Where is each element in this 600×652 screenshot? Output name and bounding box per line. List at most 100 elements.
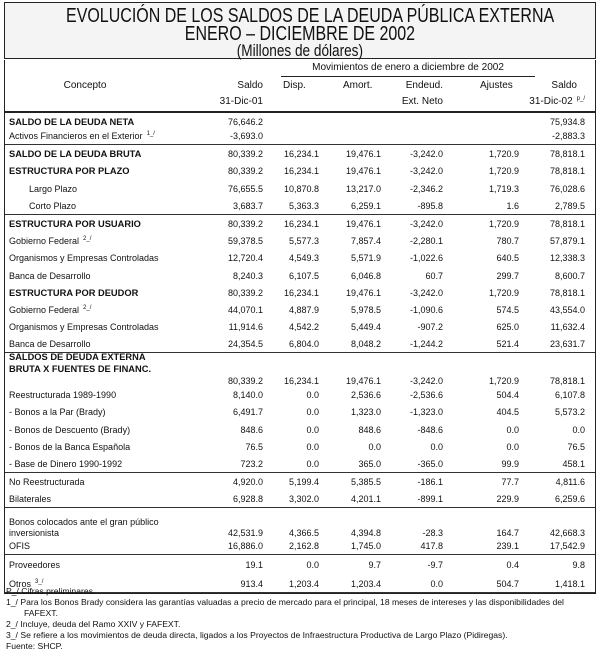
cell-value: -9.7 [427,559,443,570]
cell-value: 2,536.6 [350,390,381,401]
cell-value: 404.5 [496,407,519,418]
footnote-ref: 2_/ [83,304,92,311]
footnote-2: 2_/ Incluye, deuda del Ramo XXIV y FAFEX… [6,619,181,629]
table-row: Bonos colocados ante el gran público [5,508,595,530]
cell-value: 76,655.5 [227,183,263,194]
cell-value: 23,631.7 [549,339,585,350]
cell-value: 12,338.3 [549,253,585,264]
cell-value: 16,234.1 [283,218,319,229]
cell-value: -1,090.6 [409,304,443,315]
cell-value: 78,818.1 [549,376,585,387]
row-label-text: Banca de Desarrollo [9,270,91,281]
row-label: Corto Plazo [29,201,76,211]
cell-value: 417.8 [420,541,443,552]
table-body: SALDO DE LA DEUDA NETA 76,646.2 75,934.8 Ac… [5,113,595,593]
row-label: ESTRUCTURA POR DEUDOR [9,288,138,298]
cell-value: 7,857.4 [350,236,381,247]
cell-value: 504.4 [496,390,519,401]
table-row: Activos Financieros en el Exterior 1_/ -3,… [5,130,595,144]
cell-value: 2,162.8 [288,541,319,552]
cell-value: 6,804.0 [288,339,319,350]
row-label: SALDO DE LA DEUDA NETA [9,117,134,127]
row-label: Banca de Desarrollo [9,339,91,349]
cell-value: 76.5 [567,441,585,452]
row-label: - Bonos de Descuento (Brady) [9,425,130,435]
cell-value: 11,632.4 [550,322,585,333]
cell-value: -2,883.3 [551,131,585,141]
table-row: SALDO DE LA DEUDA BRUTA 80,339.2 16,234.1 1… [5,145,595,162]
row-label: Proveedores [9,560,60,570]
row-label-text: Bonos colocados ante el gran público [9,517,159,528]
row-label-text: Organismos y Empresas Controladas [9,253,159,264]
cell-value: 0.0 [306,559,319,570]
row-label: Bonos colocados ante el gran público [9,517,159,527]
table-row: Bilaterales 6,928.8 3,302.0 4,201.1 -899.1 22… [5,490,595,507]
footnote-ref: 1_/ [146,131,155,137]
cell-value: 0.0 [430,441,443,452]
cell-value: -365.0 [417,459,443,469]
cell-value: -2,280.1 [409,236,443,247]
row-label: OFIS [9,541,30,551]
cell-value: 521.4 [496,339,519,350]
cell-value: 0.0 [572,424,585,435]
cell-value: 4,366.5 [288,528,319,539]
row-label: Banca de Desarrollo [9,271,91,281]
cell-value: -3,693.0 [229,131,263,141]
cell-value: -907.2 [417,322,443,333]
cell-value: 4,201.1 [350,494,381,505]
row-label: - Bonos a la Par (Brady) [9,407,106,417]
row-label-text: Proveedores [9,559,61,570]
cell-value: 6,107.5 [288,270,319,281]
cell-value: 6,259.6 [554,494,585,505]
cell-value: 76,028.6 [549,183,585,194]
row-label-text: ESTRUCTURA POR PLAZO [9,166,130,177]
cell-value: 60.7 [425,270,443,281]
cell-value: 848.6 [358,424,381,435]
row-label: SALDOS DE DEUDA EXTERNA [9,352,146,362]
row-label-text: Activos Financieros en el Exterior [9,131,143,141]
header-saldo02: Saldo [551,80,577,91]
cell-value: 76.5 [245,441,263,452]
row-label: Activos Financieros en el Exterior 1_/ [9,131,155,141]
table-row: SALDOS DE DEUDA EXTERNA [5,352,595,365]
cell-value: -3,242.0 [409,149,443,160]
cell-value: -3,242.0 [409,376,443,387]
cell-value: 42,668.3 [549,528,585,539]
cell-value: 1,720.9 [488,149,519,160]
title-line-3: (Millones de dólares) [236,41,364,60]
cell-value: 1,745.0 [350,541,381,552]
cell-value: -848.6 [417,424,443,435]
cell-value: 6,259.1 [350,200,381,211]
cell-value: 6,046.8 [350,270,381,281]
row-label-text: SALDOS DE DEUDA EXTERNA [9,352,146,363]
row-group: SALDOS DE DEUDA EXTERNA BRUTA X FUENTES D… [5,352,595,473]
row-label-text: BRUTA X FUENTES DE FINANC. [9,364,152,375]
row-label-text: Gobierno Federal [9,304,80,315]
cell-value: 365.0 [358,459,381,469]
cell-value: 1,720.9 [488,166,519,177]
row-label: ESTRUCTURA POR USUARIO [9,219,141,229]
cell-value: -899.1 [417,494,443,505]
row-label-text: Bilaterales [9,494,52,505]
cell-value: 77.7 [501,477,519,488]
cell-value: 78,818.1 [549,218,585,229]
row-group: SALDO DE LA DEUDA BRUTA 80,339.2 16,234.1 1… [5,145,595,215]
cell-value: 6,107.8 [554,390,585,401]
row-group: SALDO DE LA DEUDA NETA 76,646.2 75,934.8 Ac… [5,113,595,145]
cell-value: 5,199.4 [288,477,319,488]
cell-value: 5,363.3 [288,200,319,211]
cell-value: 3,302.0 [288,494,319,505]
header-disp: Disp. [283,80,306,91]
header-saldo01-date: 31-Dic-01 [219,96,263,107]
source: Fuente: SHCP. [6,641,63,651]
cell-value: 13,217.0 [345,183,381,194]
cell-value: 1.6 [506,200,519,211]
row-label: Bilaterales [9,494,51,504]
cell-value: 19,476.1 [345,376,381,387]
table-row: OFIS 16,886.0 2,162.8 1,745.0 417.8 239.1 17,5… [5,541,595,554]
cell-value: 43,554.0 [549,304,585,315]
cell-value: 1,203.4 [350,578,381,589]
footnote-ref: 2_/ [83,236,92,243]
cell-value: 0.0 [506,424,519,435]
table-row: ESTRUCTURA POR USUARIO 80,339.2 16,234.1 19… [5,215,595,232]
